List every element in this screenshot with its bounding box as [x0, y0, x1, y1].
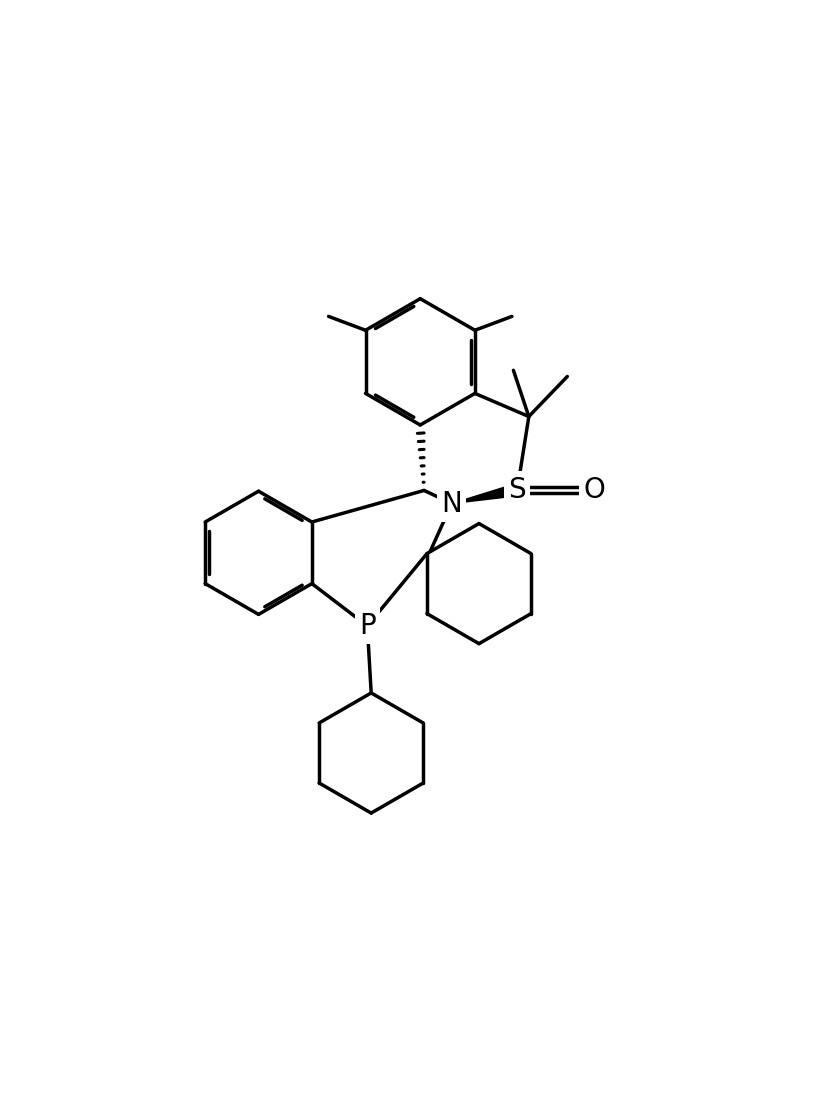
- Text: S: S: [508, 475, 526, 503]
- Polygon shape: [452, 483, 518, 503]
- Text: N: N: [442, 490, 463, 518]
- Text: O: O: [583, 475, 605, 503]
- Text: P: P: [359, 612, 376, 639]
